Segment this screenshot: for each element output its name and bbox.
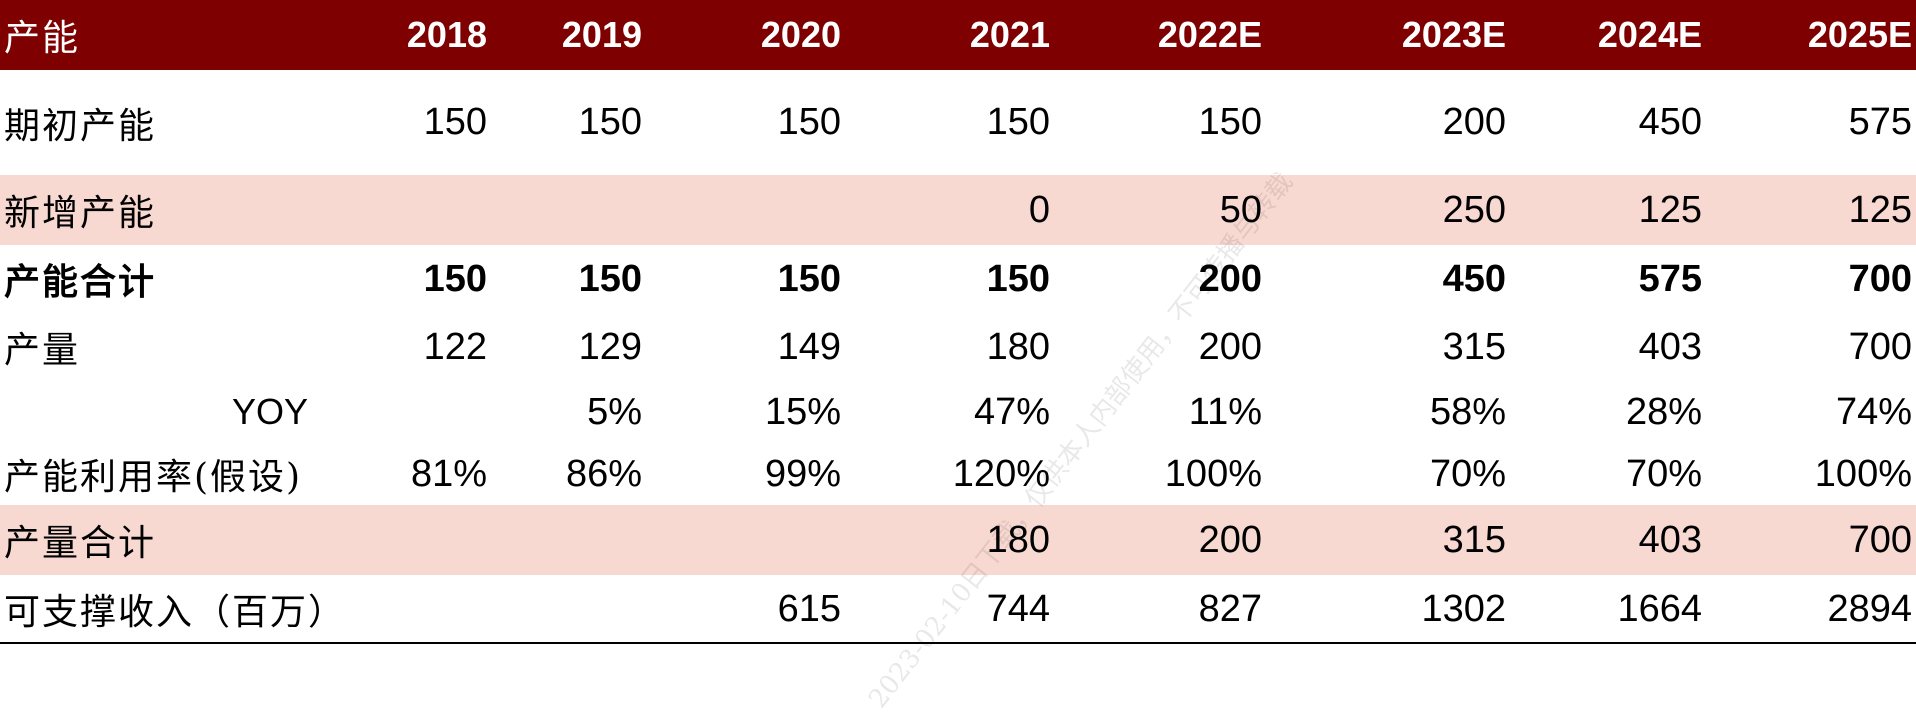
row-label: YOY [232, 391, 309, 432]
table-cell [327, 175, 487, 245]
table-cell: 200 [1198, 518, 1262, 561]
table-cell: 180 [986, 325, 1050, 368]
capacity-table: 产能 2018 2019 2020 2021 2022E 2023E 2024E… [0, 0, 1916, 643]
header-year: 2021 [969, 14, 1050, 55]
table-cell: 827 [1198, 587, 1262, 630]
table-row-total-output: 产量合计 180 200 315 403 700 [0, 505, 1916, 575]
table-cell: 250 [1442, 188, 1506, 231]
table-cell: 28% [1625, 390, 1702, 433]
table-cell: 150 [777, 257, 841, 300]
table-cell: 200 [1442, 101, 1506, 143]
header-year: 2018 [406, 14, 487, 55]
table-cell [482, 575, 642, 643]
row-label: 期初产能 [4, 105, 157, 147]
table-cell: 122 [423, 325, 487, 368]
row-label: 产量合计 [4, 523, 157, 564]
table-header-row: 产能 2018 2019 2020 2021 2022E 2023E 2024E… [0, 0, 1916, 70]
table-cell: 150 [423, 257, 487, 300]
table-cell [327, 575, 487, 643]
table-cell: 125 [1638, 188, 1702, 231]
table-cell: 150 [1198, 101, 1262, 143]
header-year: 2024E [1597, 14, 1702, 55]
header-label: 产能 [4, 18, 81, 59]
table-cell: 100% [1814, 452, 1912, 495]
table-cell: 58% [1429, 390, 1506, 433]
table-cell: 744 [986, 587, 1050, 630]
header-year: 2020 [760, 14, 841, 55]
table-cell: 50 [1219, 188, 1262, 231]
table-cell: 315 [1442, 325, 1506, 368]
table-row-total-capacity: 产能合计 150 150 150 150 200 450 575 700 [0, 245, 1916, 313]
table-cell: 74% [1835, 390, 1912, 433]
table-cell: 575 [1638, 257, 1702, 300]
table-row-opening-capacity: 期初产能 150 150 150 150 150 200 450 575 [0, 70, 1916, 175]
table-cell [482, 505, 642, 575]
table-cell: 150 [423, 101, 487, 143]
table-cell: 70% [1429, 452, 1506, 495]
table-cell: 403 [1638, 325, 1702, 368]
table-cell: 450 [1638, 101, 1702, 143]
table-cell: 700 [1848, 257, 1912, 300]
row-label: 可支撑收入（百万） [4, 592, 347, 633]
table-cell: 70% [1625, 452, 1702, 495]
table-cell [681, 505, 841, 575]
table-row-supported-revenue: 可支撑收入（百万） 615 744 827 1302 1664 2894 [0, 575, 1916, 643]
table-cell: 81% [410, 452, 487, 495]
table-cell: 1302 [1421, 587, 1506, 630]
table-cell [327, 505, 487, 575]
header-year: 2022E [1157, 14, 1262, 55]
row-label: 产能合计 [4, 261, 157, 303]
table-cell: 100% [1164, 452, 1262, 495]
table-cell: 149 [777, 325, 841, 368]
row-label: 产量 [4, 330, 81, 371]
row-label: 产能利用率(假设) [4, 457, 303, 498]
header-year: 2025E [1807, 14, 1912, 55]
table-cell: 180 [986, 518, 1050, 561]
table-cell: 615 [777, 587, 841, 630]
table-row-new-capacity: 新增产能 0 50 250 125 125 [0, 175, 1916, 245]
table-cell: 315 [1442, 518, 1506, 561]
table-cell [327, 381, 487, 443]
row-label: 新增产能 [4, 193, 157, 234]
table-cell: 47% [973, 390, 1050, 433]
table-row-yoy: YOY 5% 15% 47% 11% 58% 28% 74% [0, 381, 1916, 443]
table-row-utilization: 产能利用率(假设) 81% 86% 99% 120% 100% 70% 70% … [0, 443, 1916, 505]
header-year: 2019 [561, 14, 642, 55]
table-cell: 15% [764, 390, 841, 433]
table-cell: 150 [986, 257, 1050, 300]
table-cell: 11% [1188, 390, 1262, 433]
table-cell: 2894 [1827, 587, 1912, 630]
table-cell: 150 [986, 101, 1050, 143]
table-row-output: 产量 122 129 149 180 200 315 403 700 [0, 313, 1916, 381]
table-cell: 5% [587, 390, 642, 433]
table-cell: 99% [764, 452, 841, 495]
table-cell [681, 175, 841, 245]
table-cell: 403 [1638, 518, 1702, 561]
table-cell [482, 175, 642, 245]
table-bottom-border [0, 642, 1916, 644]
table-cell: 129 [578, 325, 642, 368]
table-cell: 575 [1848, 101, 1912, 143]
table-cell: 700 [1848, 325, 1912, 368]
table-cell: 450 [1442, 257, 1506, 300]
table-cell: 0 [1028, 188, 1050, 231]
table-cell: 200 [1198, 325, 1262, 368]
header-year: 2023E [1401, 14, 1506, 55]
table-cell: 125 [1848, 188, 1912, 231]
table-cell: 86% [565, 452, 642, 495]
table-cell: 150 [578, 257, 642, 300]
table-cell: 1664 [1617, 587, 1702, 630]
table-cell: 700 [1848, 518, 1912, 561]
table-cell: 150 [777, 101, 841, 143]
table-cell: 120% [952, 452, 1050, 495]
table-cell: 150 [578, 101, 642, 143]
table-cell: 200 [1198, 257, 1262, 300]
